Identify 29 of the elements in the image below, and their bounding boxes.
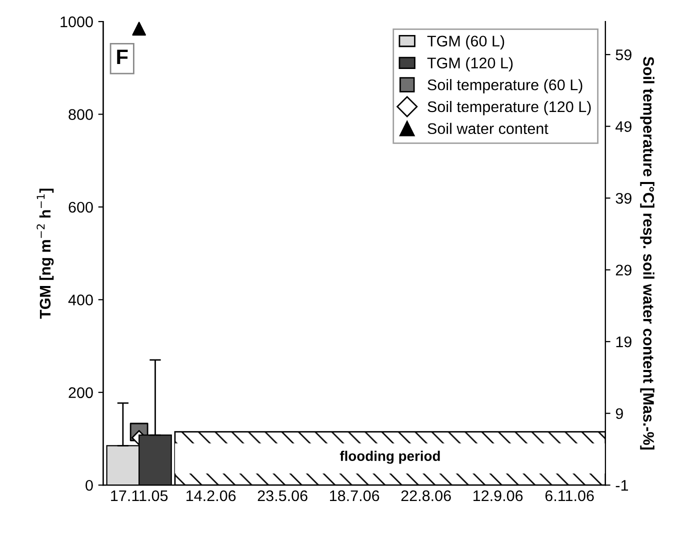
y-tick-label: 1000 xyxy=(60,16,93,28)
x-tick-label: 17.11.05 xyxy=(111,490,168,502)
y2-tick-label: 19 xyxy=(616,336,632,348)
x-tick-label: 18.7.06 xyxy=(330,490,380,502)
y2-tick-label: 59 xyxy=(616,49,632,60)
x-tick-label: 14.2.06 xyxy=(186,490,236,502)
y-tick-label: 600 xyxy=(68,202,93,213)
y-tick-label: 400 xyxy=(68,294,93,306)
legend-label: TGM (60 L) xyxy=(427,35,504,50)
y2-tick-label: 39 xyxy=(616,192,632,204)
y2-tick-label: 9 xyxy=(616,408,623,420)
y2-axis-title: Soil temperature [°C] resp. soil water content [Mas.-%] xyxy=(640,56,654,450)
x-tick-label: 12.9.06 xyxy=(474,490,523,502)
legend-label: Soil temperature (60 L) xyxy=(428,79,582,94)
y2-tick-label: -1 xyxy=(616,480,628,491)
y2-tick-label: 49 xyxy=(616,121,632,132)
y2-tick-label: 29 xyxy=(616,264,632,276)
x-tick-label: 23.5.06 xyxy=(258,490,308,502)
y-tick-label: 800 xyxy=(68,109,93,120)
annotation: F xyxy=(117,50,128,64)
legend-label: Soil temperature (120 L) xyxy=(428,100,591,116)
x-tick-label: 22.8.06 xyxy=(401,490,451,502)
y-tick-label: 200 xyxy=(68,387,93,398)
legend-label: TGM (120 L) xyxy=(427,57,513,72)
legend-label: Soil water content xyxy=(428,122,548,134)
x-tick-label: 6.11.06 xyxy=(545,490,594,502)
y-axis-title: TGM [ng m$^{−2}$ h$^{−1}$] xyxy=(36,188,54,319)
annotation: flooding period xyxy=(340,450,440,464)
y-tick-label: 0 xyxy=(86,480,93,491)
